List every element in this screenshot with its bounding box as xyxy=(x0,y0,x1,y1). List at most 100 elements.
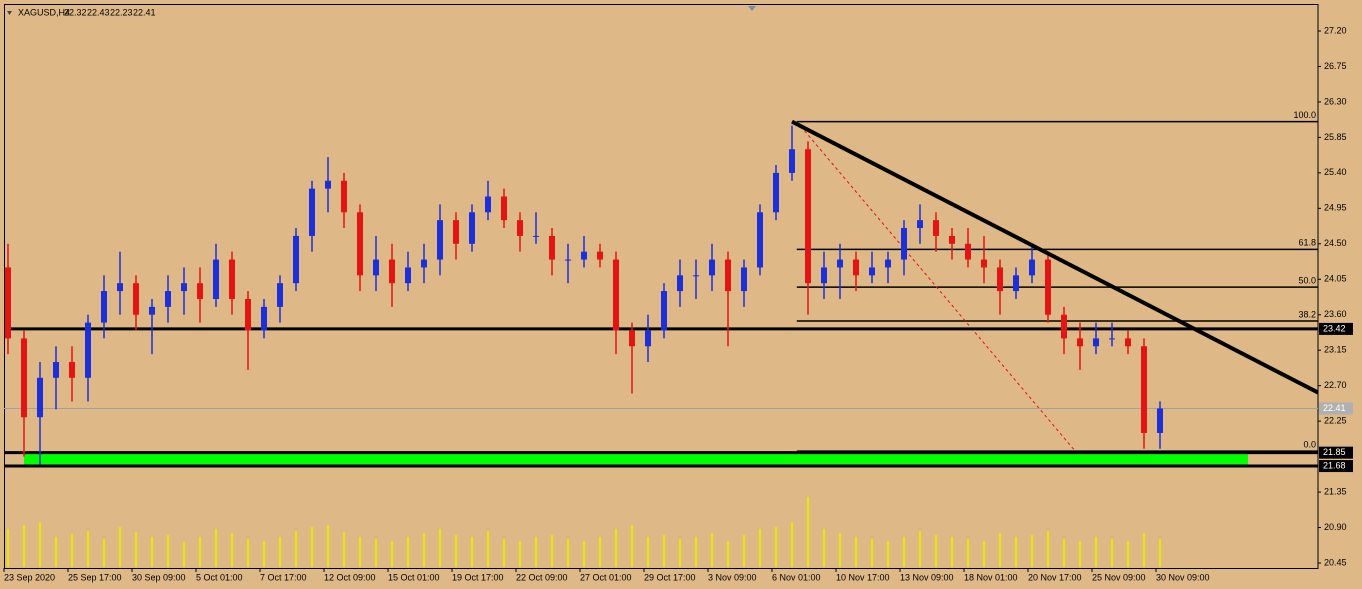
x-tick-label: 30 Nov 09:00 xyxy=(1156,572,1210,582)
candle-body xyxy=(165,291,171,307)
candle-body xyxy=(1029,259,1035,276)
x-tick-label: 13 Nov 09:00 xyxy=(900,572,954,582)
price-label: 21.68 xyxy=(1323,460,1346,470)
x-tick-label: 10 Nov 17:00 xyxy=(836,572,890,582)
current-price-label: 22.41 xyxy=(1323,403,1346,413)
candle-body xyxy=(853,259,859,276)
candle-body xyxy=(709,259,715,276)
y-tick-label: 23.15 xyxy=(1324,345,1347,355)
candle-body xyxy=(597,251,603,260)
header-close: 22.41 xyxy=(133,7,156,17)
candle-body xyxy=(885,259,891,268)
trendline xyxy=(791,119,1318,395)
x-tick-label: 19 Oct 17:00 xyxy=(452,572,504,582)
candle-body xyxy=(357,212,363,276)
x-tick-label: 5 Oct 01:00 xyxy=(196,572,243,582)
support-zone xyxy=(24,452,1248,467)
shift-marker xyxy=(748,6,756,11)
x-tick-label: 15 Oct 01:00 xyxy=(388,572,440,582)
y-tick-label: 20.45 xyxy=(1324,557,1347,567)
candle-body xyxy=(1141,346,1147,433)
candle-body xyxy=(677,275,683,292)
candle-body xyxy=(645,330,651,347)
x-tick-label: 25 Sep 17:00 xyxy=(68,572,122,582)
candle-body xyxy=(261,306,267,331)
y-tick-label: 24.05 xyxy=(1324,274,1347,284)
y-tick-label: 27.20 xyxy=(1324,25,1347,35)
candle-body xyxy=(53,362,59,378)
candle-body xyxy=(325,180,331,189)
candle-body xyxy=(501,196,507,221)
menu-arrow[interactable] xyxy=(7,11,12,15)
candle-body xyxy=(5,267,11,339)
candle-body xyxy=(693,275,699,277)
candle-body xyxy=(789,149,795,173)
y-tick-label: 24.95 xyxy=(1324,203,1347,213)
candle-body xyxy=(453,220,459,244)
candle-body xyxy=(101,291,107,323)
header-high: 22.43 xyxy=(87,7,110,17)
fib-label: 61.8 xyxy=(1298,238,1316,248)
candle-body xyxy=(181,283,187,292)
candle-body xyxy=(85,322,91,378)
candle-body xyxy=(1061,314,1067,339)
candle-body xyxy=(725,259,731,292)
candle-body xyxy=(405,267,411,284)
y-tick-label: 23.60 xyxy=(1324,309,1347,319)
plot-area xyxy=(4,119,1318,567)
candle-body xyxy=(1077,338,1083,347)
candle-body xyxy=(485,196,491,213)
candle-body xyxy=(1109,338,1115,340)
candle-body xyxy=(277,283,283,307)
candle-body xyxy=(1013,275,1019,292)
x-tick-label: 20 Nov 17:00 xyxy=(1028,572,1082,582)
candle-body xyxy=(1045,259,1051,315)
price-label-box xyxy=(1319,322,1353,335)
y-tick-label: 22.25 xyxy=(1324,416,1347,426)
symbol: XAGUSD,H4 xyxy=(18,7,70,17)
candle-body xyxy=(661,291,667,331)
price-label: 21.85 xyxy=(1323,447,1346,457)
price-label-box xyxy=(1319,446,1353,459)
x-tick-label: 23 Sep 2020 xyxy=(4,572,55,582)
price-label-box xyxy=(1319,460,1353,473)
x-tick-label: 27 Oct 01:00 xyxy=(580,572,632,582)
candle-body xyxy=(149,306,155,315)
current-price-box xyxy=(1319,402,1353,415)
fib-label: 38.2 xyxy=(1298,309,1316,319)
candle-body xyxy=(981,259,987,268)
price-label: 23.42 xyxy=(1323,323,1346,333)
y-tick-label: 25.40 xyxy=(1324,167,1347,177)
candle-body xyxy=(837,259,843,268)
candle-body xyxy=(821,267,827,284)
candle-body xyxy=(997,267,1003,292)
x-tick-label: 7 Oct 17:00 xyxy=(260,572,307,582)
y-tick-label: 21.35 xyxy=(1324,486,1347,496)
candle-body xyxy=(901,228,907,260)
candle-body xyxy=(1157,408,1163,433)
x-tick-label: 18 Nov 01:00 xyxy=(964,572,1018,582)
candle-body xyxy=(741,267,747,292)
header-low: 22.23 xyxy=(110,7,133,17)
x-tick-label: 29 Oct 17:00 xyxy=(644,572,696,582)
y-tick-label: 20.90 xyxy=(1324,522,1347,532)
x-tick-label: 22 Oct 09:00 xyxy=(516,572,568,582)
candle-body xyxy=(581,251,587,260)
x-tick-label: 3 Nov 09:00 xyxy=(708,572,757,582)
candle-body xyxy=(421,259,427,268)
candle-body xyxy=(613,259,619,331)
candle-body xyxy=(533,235,539,237)
y-tick-label: 26.30 xyxy=(1324,96,1347,106)
candle-body xyxy=(517,220,523,236)
fib-label: 50.0 xyxy=(1298,276,1316,286)
candle-body xyxy=(549,235,555,260)
candle-body xyxy=(389,259,395,284)
candle-body xyxy=(1125,338,1131,347)
y-tick-label: 24.50 xyxy=(1324,238,1347,248)
x-tick-label: 25 Nov 09:00 xyxy=(1092,572,1146,582)
candle-body xyxy=(917,220,923,229)
candle-body xyxy=(197,283,203,299)
